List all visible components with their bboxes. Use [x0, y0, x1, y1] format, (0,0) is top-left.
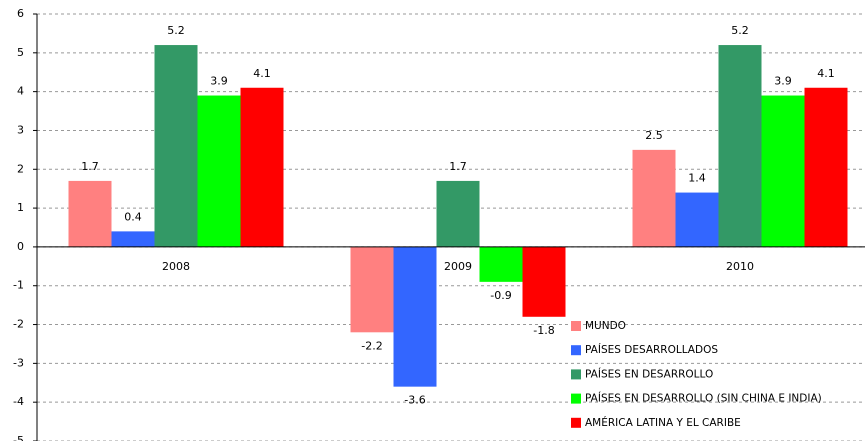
y-tick-label: -1 — [13, 279, 24, 292]
legend-label: PAÍSES EN DESARROLLO — [585, 367, 713, 380]
value-label: 0.4 — [124, 210, 142, 223]
y-tick-label: 5 — [17, 46, 24, 59]
x-tick-label: 2009 — [444, 260, 472, 273]
value-label: -1.8 — [533, 324, 554, 337]
x-tick-label: 2008 — [162, 260, 190, 273]
value-label: 3.9 — [210, 75, 228, 88]
value-label: 1.7 — [81, 160, 99, 173]
legend-swatch — [571, 417, 581, 428]
value-label: -0.9 — [490, 289, 511, 302]
value-label: 5.2 — [167, 24, 185, 37]
y-tick-label: 2 — [17, 162, 24, 175]
bar — [522, 246, 566, 317]
value-label: 4.1 — [817, 67, 835, 80]
legend-label: PAÍSES EN DESARROLLO (SIN CHINA E INDIA) — [585, 392, 822, 405]
value-label: -3.6 — [404, 394, 425, 407]
bar — [197, 95, 241, 247]
y-tick-label: -4 — [13, 395, 24, 408]
y-tick-label: -5 — [13, 434, 24, 441]
legend-label: MUNDO — [585, 320, 626, 332]
legend-swatch — [571, 345, 581, 356]
value-label: 5.2 — [731, 24, 749, 37]
bar — [393, 246, 437, 387]
y-tick-label: 4 — [17, 85, 24, 98]
y-tick-label: -3 — [13, 356, 24, 369]
bar — [240, 87, 284, 247]
bar — [761, 95, 805, 247]
x-tick-label: 2010 — [726, 260, 754, 273]
legend-swatch — [571, 393, 581, 404]
bar — [350, 246, 394, 333]
bar — [154, 45, 198, 247]
bar — [111, 231, 155, 247]
value-label: -2.2 — [361, 339, 382, 352]
legend-swatch — [571, 369, 581, 380]
value-label: 4.1 — [253, 67, 271, 80]
y-tick-label: -2 — [13, 318, 24, 331]
legend-swatch — [571, 321, 581, 331]
legend-label: AMÉRICA LATINA Y EL CARIBE — [585, 416, 741, 429]
y-tick-label: 0 — [17, 240, 24, 253]
value-label: 2.5 — [645, 129, 663, 142]
bar — [718, 45, 762, 247]
legend-label: PAÍSES DESARROLLADOS — [585, 343, 718, 356]
bar — [436, 180, 480, 247]
bar — [68, 180, 112, 247]
y-tick-label: 1 — [17, 201, 24, 214]
value-label: 1.7 — [449, 160, 467, 173]
y-tick-label: 3 — [17, 123, 24, 136]
y-tick-label: 6 — [17, 7, 24, 20]
value-label: 1.4 — [688, 172, 706, 185]
bar — [479, 246, 523, 282]
bar — [804, 87, 848, 247]
bar — [675, 192, 719, 247]
bar — [632, 149, 676, 247]
value-label: 3.9 — [774, 75, 792, 88]
